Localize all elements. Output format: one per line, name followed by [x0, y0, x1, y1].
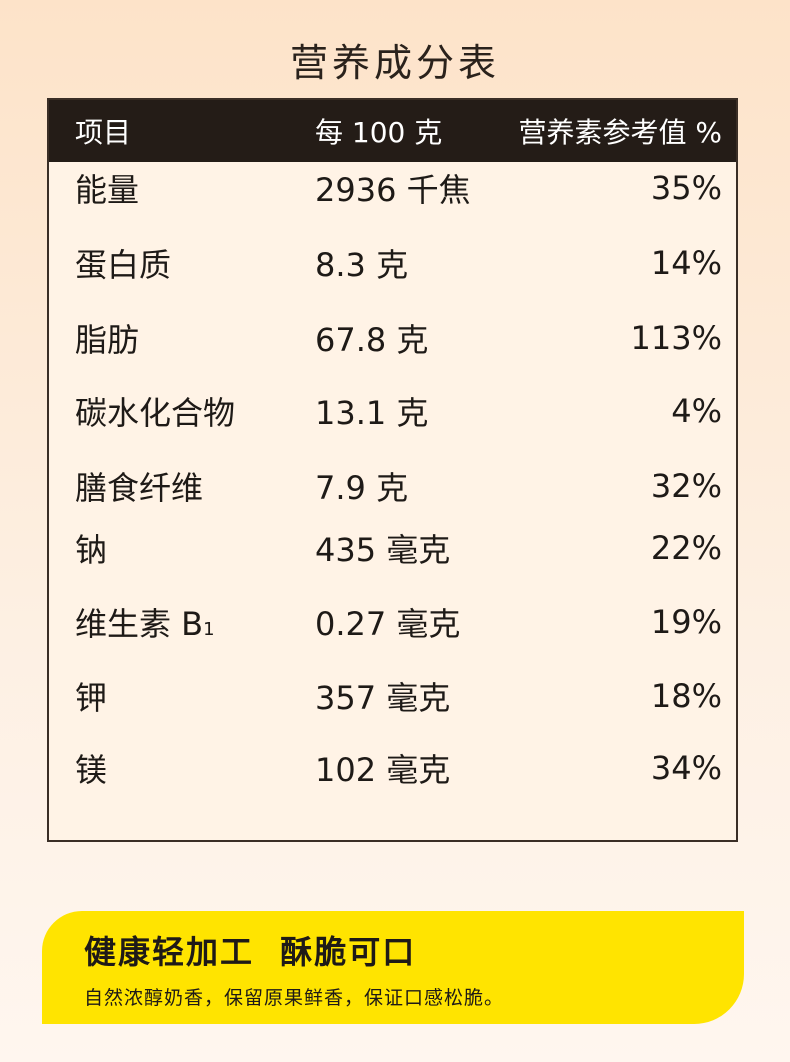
amount-per-100g: 102 毫克 — [315, 751, 451, 789]
amount-per-100g: 67.8 克 — [315, 321, 429, 359]
nrv-percent: 14% — [650, 244, 722, 282]
page-title: 营养成分表 — [289, 41, 500, 85]
banner-headline: 健康轻加工 酥脆可口 — [84, 933, 417, 971]
table-row: 膳食纤维 7.9 克 32% — [49, 456, 736, 516]
nrv-percent: 18% — [650, 677, 722, 715]
header-per-100g: 每 100 克 — [315, 116, 443, 149]
amount-per-100g: 8.3 克 — [315, 246, 409, 284]
nrv-percent: 4% — [671, 392, 722, 430]
nrv-percent: 35% — [650, 169, 722, 207]
amount-per-100g: 0.27 毫克 — [315, 605, 461, 643]
banner-subtext: 自然浓醇奶香，保留原果鲜香，保证口感松脆。 — [84, 987, 505, 1009]
nutrient-name: 维生素 B1 — [75, 605, 215, 643]
table-row: 碳水化合物 13.1 克 4% — [49, 381, 736, 441]
nutrient-name: 能量 — [75, 171, 140, 209]
nutrient-name: 钠 — [75, 531, 108, 569]
promo-banner: 健康轻加工 酥脆可口 自然浓醇奶香，保留原果鲜香，保证口感松脆。 — [42, 911, 744, 1024]
nrv-percent: 34% — [650, 749, 722, 787]
nutrition-table: 项目 每 100 克 营养素参考值 % 能量 2936 千焦 35% 蛋白质 8.3 克… — [47, 98, 738, 842]
nrv-percent: 22% — [650, 529, 722, 567]
table-row: 镁 102 毫克 34% — [49, 738, 736, 798]
nutrient-name: 脂肪 — [75, 321, 140, 359]
table-row: 维生素 B1 0.27 毫克 19% — [49, 592, 736, 652]
table-row: 脂肪 67.8 克 113% — [49, 308, 736, 368]
nutrient-name: 碳水化合物 — [75, 394, 236, 432]
amount-per-100g: 435 毫克 — [315, 531, 451, 569]
amount-per-100g: 13.1 克 — [315, 394, 429, 432]
vitamin-subscript: 1 — [203, 619, 215, 640]
nrv-percent: 19% — [650, 603, 722, 641]
header-nrv: 营养素参考值 % — [518, 116, 722, 149]
nutrient-name: 钾 — [75, 679, 108, 717]
amount-per-100g: 2936 千焦 — [315, 171, 471, 209]
table-header: 项目 每 100 克 营养素参考值 % — [49, 100, 736, 162]
nutrient-name: 膳食纤维 — [75, 469, 204, 507]
nrv-percent: 113% — [630, 319, 722, 357]
amount-per-100g: 357 毫克 — [315, 679, 451, 717]
header-item: 项目 — [75, 116, 132, 149]
table-row: 蛋白质 8.3 克 14% — [49, 233, 736, 293]
table-row: 钠 435 毫克 22% — [49, 518, 736, 578]
nutrient-name: 镁 — [75, 751, 108, 789]
table-row: 钾 357 毫克 18% — [49, 666, 736, 726]
table-row: 能量 2936 千焦 35% — [49, 158, 736, 218]
amount-per-100g: 7.9 克 — [315, 469, 409, 507]
nrv-percent: 32% — [650, 467, 722, 505]
nutrient-name: 蛋白质 — [75, 246, 172, 284]
